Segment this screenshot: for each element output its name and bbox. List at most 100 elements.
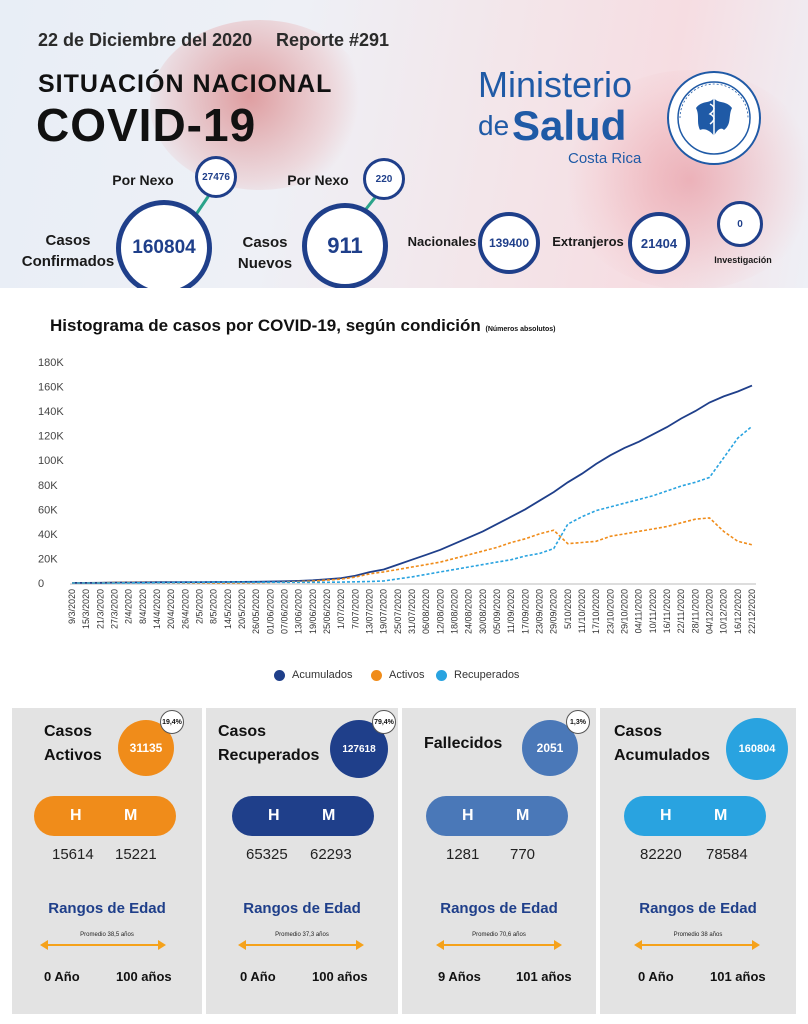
recuperados-percent-badge: 79,4% (372, 710, 396, 734)
x-tick-label: 05/09/2020 (492, 589, 502, 634)
y-tick-label: 80K (38, 480, 58, 492)
edad-min: 0 Año (240, 969, 276, 984)
pill-m-label: M (714, 807, 728, 824)
panel-title: Casos Activos (44, 720, 102, 768)
hombres-count: 1281 (446, 846, 480, 863)
confirmados-value: 160804 (132, 237, 196, 258)
x-tick-label: 25/06/2020 (322, 589, 332, 634)
x-tick-label: 13/07/2020 (365, 589, 375, 634)
x-tick-label: 9/3/2020 (67, 589, 77, 624)
nuevos-nexo-bubble: 220 (363, 158, 405, 200)
y-tick-label: 20K (38, 553, 58, 565)
x-tick-label: 04/11/2020 (634, 589, 644, 633)
y-tick-label: 120K (38, 431, 64, 443)
hombres-count: 15614 (52, 846, 94, 863)
x-tick-label: 07/06/2020 (280, 589, 290, 634)
panel-casos-acumulados: Casos Acumulados 160804 H M 82220 78584 … (600, 708, 796, 1014)
hombres-count: 82220 (640, 846, 682, 863)
activos-value: 31135 (129, 741, 163, 755)
x-tick-label: 26/4/2020 (180, 589, 190, 629)
x-tick-label: 20/5/2020 (237, 589, 247, 629)
nuevos-bubble: 911 (302, 203, 388, 288)
x-tick-label: 11/09/2020 (506, 589, 516, 633)
report-number: Reporte #291 (276, 30, 390, 50)
investigacion-bubble: 0 (717, 201, 763, 247)
x-tick-label: 27/3/2020 (110, 589, 120, 629)
pill-m-label: M (516, 807, 530, 824)
x-tick-label: 14/5/2020 (223, 589, 233, 629)
panel-title-line2: Recuperados (218, 747, 320, 764)
x-tick-label: 10/11/2020 (648, 589, 658, 633)
x-tick-label: 2/4/2020 (124, 589, 134, 624)
x-tick-label: 19/06/2020 (308, 589, 318, 634)
logo-de-text: de (478, 110, 510, 141)
series-line-recuperados (72, 425, 753, 584)
x-tick-label: 26/05/2020 (251, 589, 261, 634)
nacionales-bubble: 139400 (478, 212, 540, 274)
report-date: 22 de Diciembre del 2020 (38, 30, 253, 50)
x-tick-label: 8/5/2020 (209, 589, 219, 624)
por-nexo-label-2: Por Nexo (287, 172, 349, 188)
header-banner: 22 de Diciembre del 2020 Reporte #291 SI… (0, 0, 808, 288)
panel-casos-activos: Casos Activos 31135 19,4% H M 15614 1522… (12, 708, 202, 1014)
extranjeros-label: Extranjeros (552, 234, 624, 249)
activos-percent: 19,4% (162, 718, 182, 726)
legend-item-recuperados: Recuperados (436, 669, 519, 681)
ministry-seal-icon (667, 71, 761, 165)
x-tick-label: 04/12/2020 (705, 589, 715, 634)
legend-dot-acumulados (274, 669, 285, 681)
x-tick-label: 29/10/2020 (620, 589, 630, 634)
chart-unit-text: (Números absolutos) (485, 326, 556, 333)
x-tick-label: 30/08/2020 (478, 589, 488, 634)
pill-h-label: H (268, 807, 280, 824)
promedio-text: Promedio 70,6 años (472, 932, 526, 938)
y-tick-label: 0 (38, 578, 44, 590)
rangos-label: Rangos de Edad (639, 900, 757, 917)
logo-salud-text: Salud (512, 102, 627, 149)
mujeres-count: 15221 (115, 846, 157, 863)
pill-h-label: H (70, 807, 82, 824)
nacionales-label: Nacionales (407, 234, 477, 249)
x-tick-label: 10/12/2020 (719, 589, 729, 634)
gender-pill-acumulados: H M (624, 796, 766, 836)
y-tick-label: 60K (38, 504, 58, 516)
x-tick-label: 23/09/2020 (535, 589, 545, 634)
x-tick-label: 18/08/2020 (450, 589, 460, 634)
fallecidos-value: 2051 (536, 741, 564, 755)
y-tick-label: 140K (38, 406, 64, 418)
fallecidos-percent-badge: 1,3% (566, 710, 590, 734)
casos-nuevos-label: Casos Nuevos (237, 234, 293, 272)
x-tick-label: 24/08/2020 (464, 589, 474, 634)
investigacion-label: Investigación (714, 255, 772, 265)
x-tick-label: 16/11/2020 (662, 589, 672, 633)
legend-dot-recuperados (436, 669, 447, 681)
promedio-text: Promedio 37,3 años (275, 932, 329, 938)
x-tick-label: 12/08/2020 (435, 589, 445, 634)
chart-title: Histograma de casos por COVID-19, según … (50, 316, 556, 336)
x-tick-label: 25/07/2020 (393, 589, 403, 634)
rangos-label: Rangos de Edad (243, 900, 361, 917)
covid-heading: COVID-19 (36, 99, 257, 151)
edad-max: 100 años (116, 969, 172, 984)
confirmados-bubble: 160804 (116, 200, 212, 288)
x-tick-label: 16/12/2020 (733, 589, 743, 634)
legend-item-acumulados: Acumulados (274, 669, 353, 681)
pill-h-label: H (660, 807, 672, 824)
x-tick-label: 28/11/2020 (690, 589, 700, 633)
pill-h-label: H (462, 807, 474, 824)
double-arrow-icon (238, 940, 364, 950)
x-tick-label: 8/4/2020 (138, 589, 148, 624)
casos-confirmados-label: Casos Confirmados (21, 232, 115, 270)
investigacion-value: 0 (737, 218, 743, 230)
x-tick-label: 20/4/2020 (166, 589, 176, 629)
logo-ministerio-text: Ministerio (478, 64, 633, 105)
recuperados-value: 127618 (342, 743, 376, 755)
legend-dot-activos (371, 669, 382, 681)
extranjeros-value: 21404 (640, 235, 678, 251)
x-tick-label: 1/07/2020 (336, 589, 346, 629)
x-tick-label: 23/10/2020 (605, 589, 615, 634)
x-tick-label: 7/07/2020 (350, 589, 360, 629)
legend-item-activos: Activos (371, 669, 424, 681)
y-tick-label: 180K (38, 357, 64, 369)
x-tick-label: 22/12/2020 (747, 589, 757, 634)
